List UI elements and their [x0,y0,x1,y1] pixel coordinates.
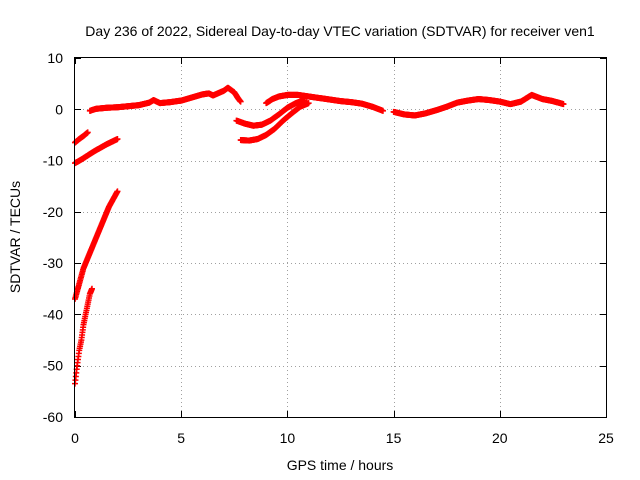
grid [75,58,606,417]
series-segment-hump [263,91,386,114]
data-points [72,84,567,387]
data-point [305,100,312,107]
series-segment-steep-drop [72,285,95,387]
tick-labels: 0 5 10 15 20 25 -60 -50 -40 -30 -20 -10 0 10 [43,50,614,446]
series-segment-dip-upper [233,97,308,129]
plot-frame [74,57,607,418]
x-tick-label: 5 [177,430,185,446]
y-tick-label: -10 [43,153,63,169]
x-tick-label: 10 [280,430,296,446]
data-point [237,98,244,105]
series-segment-minus-ten-ramp [72,136,121,167]
y-tick-label: -40 [43,306,63,322]
x-tick-label: 20 [492,430,508,446]
data-point [560,101,567,108]
x-tick-label: 25 [598,430,614,446]
y-axis-label: SDTVAR / TECUs [7,181,23,293]
chart-title: Day 236 of 2022, Sidereal Day-to-day VTE… [85,23,595,39]
data-point [88,285,95,292]
data-point [114,188,121,195]
y-tick-label: -50 [43,358,63,374]
y-tick-label: -30 [43,255,63,271]
data-point [84,129,91,136]
data-point [379,107,386,114]
data-point [114,136,121,143]
y-tick-label: -60 [43,409,63,425]
series-segment-tail-trace [390,91,567,119]
series-segment-dip-lower [237,100,312,144]
x-axis-label: GPS time / hours [287,457,394,473]
y-tick-label: 10 [47,50,63,66]
x-tick-label: 15 [386,430,402,446]
y-tick-label: -20 [43,204,63,220]
y-tick-label: 0 [55,101,63,117]
x-tick-label: 0 [71,430,79,446]
axis-ticks [75,58,607,418]
series-segment-steep-rise [72,188,121,303]
series-segment-main-trace [86,84,244,114]
